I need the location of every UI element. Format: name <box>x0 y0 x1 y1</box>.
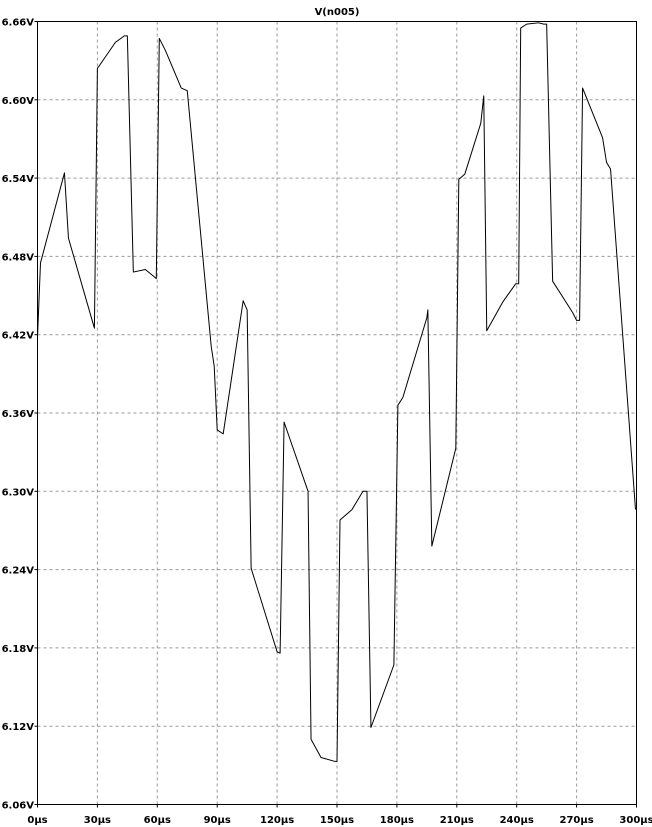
data-point <box>132 271 135 274</box>
data-point <box>123 34 126 37</box>
data-point <box>36 336 39 339</box>
data-point <box>67 237 70 240</box>
data-point <box>634 508 637 511</box>
data-point <box>425 316 428 319</box>
data-point <box>210 345 213 348</box>
data-point <box>158 37 161 40</box>
data-point <box>152 274 155 277</box>
data-point <box>369 726 372 729</box>
y-tick-label: 6.36V <box>2 409 35 420</box>
x-tick-label: 180µs <box>380 815 414 826</box>
data-point <box>519 27 522 30</box>
series-group <box>36 21 637 763</box>
data-point <box>479 122 482 125</box>
data-point <box>542 23 545 26</box>
data-point <box>571 311 574 314</box>
data-point <box>525 23 528 26</box>
data-point <box>365 490 368 493</box>
y-tick-label: 6.66V <box>2 18 35 29</box>
data-point <box>485 329 488 332</box>
data-point <box>430 545 433 548</box>
x-tick-label: 210µs <box>440 815 474 826</box>
data-point <box>246 308 249 311</box>
data-point <box>454 447 457 450</box>
data-point <box>482 94 485 97</box>
y-tick-label: 6.18V <box>2 644 35 655</box>
y-tick-label: 6.42V <box>2 331 35 342</box>
y-tick-label: 6.60V <box>2 96 35 107</box>
data-point <box>213 365 216 368</box>
x-tick-label: 270µs <box>560 815 594 826</box>
x-tick-label: 300µs <box>619 815 652 826</box>
data-point <box>339 519 342 522</box>
data-point <box>164 49 167 52</box>
data-point <box>578 319 581 322</box>
data-point <box>283 421 286 424</box>
axis-ticks <box>34 21 637 808</box>
data-point <box>551 280 554 283</box>
x-tick-label: 240µs <box>500 815 534 826</box>
data-point <box>426 308 429 311</box>
y-tick-label: 6.24V <box>2 566 35 577</box>
data-point <box>501 301 504 304</box>
data-point <box>279 652 282 655</box>
x-tick-label: 90µs <box>204 815 231 826</box>
data-point <box>222 432 225 435</box>
data-point <box>537 21 540 24</box>
data-point <box>361 490 364 493</box>
data-point <box>276 650 279 653</box>
data-point <box>396 404 399 407</box>
data-point <box>186 89 189 92</box>
data-point <box>545 23 548 26</box>
x-tick-label: 0µs <box>27 815 47 826</box>
data-point <box>126 34 129 37</box>
x-tick-label: 150µs <box>320 815 354 826</box>
data-point <box>350 508 353 511</box>
data-point <box>93 327 96 330</box>
data-point <box>155 277 158 280</box>
data-point <box>180 87 183 90</box>
data-point <box>463 173 466 176</box>
data-point <box>336 760 339 763</box>
x-tick-label: 30µs <box>84 815 111 826</box>
y-tick-label: 6.06V <box>2 801 35 812</box>
data-point <box>581 87 584 90</box>
data-point <box>242 299 245 302</box>
data-point <box>310 738 313 741</box>
data-point <box>401 396 404 399</box>
data-point <box>216 428 219 431</box>
y-tick-label: 6.30V <box>2 487 35 498</box>
data-point <box>605 161 608 164</box>
x-tick-label: 60µs <box>144 815 171 826</box>
data-point <box>96 67 99 70</box>
y-tick-label: 6.54V <box>2 174 35 185</box>
data-point <box>517 282 520 285</box>
chart-title: V(n005) <box>315 7 360 18</box>
data-point <box>575 319 578 322</box>
data-point <box>250 567 253 570</box>
grid <box>37 21 637 805</box>
x-axis-tick-labels: 0µs 30µs 60µs 90µs 120µs 150µs 180µs 210µs 240µs… <box>27 815 652 826</box>
data-point <box>63 171 66 174</box>
data-point <box>144 268 147 271</box>
data-point <box>114 41 117 44</box>
data-point <box>601 136 604 139</box>
y-tick-label: 6.48V <box>2 252 35 263</box>
y-tick-label: 6.12V <box>2 722 35 733</box>
data-point <box>39 261 42 264</box>
data-point <box>320 756 323 759</box>
data-point <box>514 282 517 285</box>
y-axis-tick-labels: 6.06V 6.12V 6.18V 6.24V 6.30V 6.36V 6.42V 6.48V… <box>2 18 35 812</box>
data-point <box>609 167 612 170</box>
series-line <box>37 22 636 762</box>
data-point <box>392 663 395 666</box>
data-point <box>457 178 460 181</box>
x-tick-label: 120µs <box>260 815 294 826</box>
data-point <box>307 490 310 493</box>
